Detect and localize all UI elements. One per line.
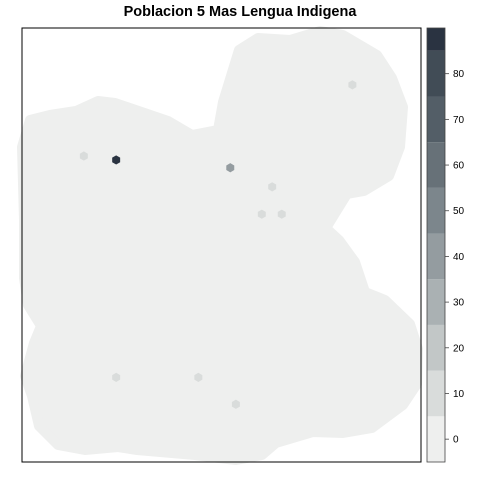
colorbar-bin bbox=[427, 233, 445, 280]
colorbar-tick-label: 30 bbox=[453, 298, 465, 309]
colorbar-ticks: 0 10 20 30 40 50 60 70 80 bbox=[445, 69, 465, 446]
colorbar-tick-label: 0 bbox=[453, 435, 459, 446]
hexbin-cells bbox=[79, 80, 357, 409]
hex-cell bbox=[226, 163, 235, 173]
hex-cell bbox=[112, 155, 121, 165]
plot-area bbox=[17, 26, 423, 465]
colorbar-tick-label: 70 bbox=[453, 115, 465, 126]
colorbar-bin bbox=[427, 28, 445, 51]
plot-frame bbox=[21, 27, 422, 463]
hex-cell bbox=[348, 80, 357, 90]
colorbar-tick-label: 40 bbox=[453, 252, 465, 263]
hex-cell bbox=[79, 151, 88, 161]
colorbar-bin bbox=[427, 142, 445, 188]
colorbar-bin bbox=[427, 324, 445, 371]
hex-cell bbox=[112, 372, 121, 382]
colorbar-bins bbox=[427, 28, 445, 462]
colorbar-bin bbox=[427, 370, 445, 417]
hex-cell bbox=[277, 209, 286, 219]
colorbar-legend: 0 10 20 30 40 50 60 70 80 bbox=[426, 27, 465, 463]
colorbar-bin bbox=[427, 50, 445, 97]
hex-cell bbox=[231, 399, 240, 409]
colorbar-frame bbox=[426, 27, 446, 463]
hexbin-background-region bbox=[17, 26, 423, 465]
chart-title: Poblacion 5 Mas Lengua Indigena bbox=[123, 4, 357, 20]
colorbar-bin bbox=[427, 96, 445, 143]
hex-cell bbox=[194, 372, 203, 382]
colorbar-bin bbox=[427, 416, 445, 462]
colorbar-tick-label: 50 bbox=[453, 206, 465, 217]
hexbin-region bbox=[17, 26, 423, 465]
colorbar-tick-label: 10 bbox=[453, 389, 465, 400]
colorbar-tick-label: 80 bbox=[453, 69, 465, 80]
hex-cell bbox=[268, 182, 277, 192]
colorbar-bin bbox=[427, 187, 445, 234]
hex-cell bbox=[257, 209, 266, 219]
colorbar-bin bbox=[427, 279, 445, 325]
colorbar-tick-label: 60 bbox=[453, 161, 465, 172]
colorbar-tick-label: 20 bbox=[453, 343, 465, 354]
